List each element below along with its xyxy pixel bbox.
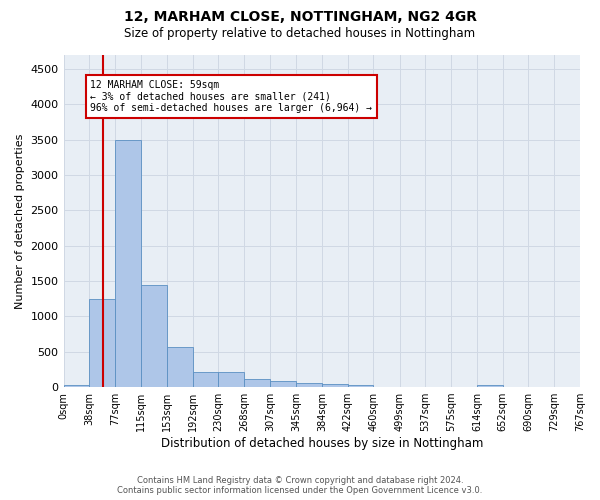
Bar [89,299,115,387]
Text: 12, MARHAM CLOSE, NOTTINGHAM, NG2 4GR: 12, MARHAM CLOSE, NOTTINGHAM, NG2 4GR [124,10,476,24]
Text: 12 MARHAM CLOSE: 59sqm
← 3% of detached houses are smaller (241)
96% of semi-det: 12 MARHAM CLOSE: 59sqm ← 3% of detached … [91,80,373,113]
Bar [141,284,167,387]
Bar [322,384,347,387]
Bar [218,372,244,387]
Bar [193,372,218,387]
Bar [296,383,322,387]
X-axis label: Distribution of detached houses by size in Nottingham: Distribution of detached houses by size … [161,437,483,450]
Bar [244,378,270,387]
Bar [270,382,296,387]
Text: Contains HM Land Registry data © Crown copyright and database right 2024.
Contai: Contains HM Land Registry data © Crown c… [118,476,482,495]
Bar [115,140,141,387]
Bar [64,385,89,387]
Bar [167,347,193,387]
Bar [347,385,373,387]
Bar [477,386,503,387]
Y-axis label: Number of detached properties: Number of detached properties [15,134,25,308]
Text: Size of property relative to detached houses in Nottingham: Size of property relative to detached ho… [124,28,476,40]
